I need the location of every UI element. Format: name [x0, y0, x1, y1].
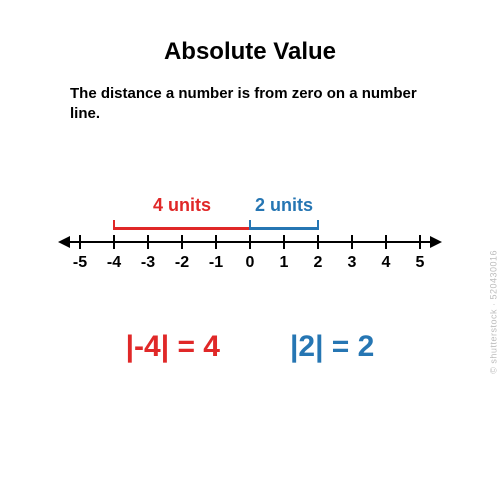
tick [385, 235, 387, 249]
tick-label: 3 [348, 254, 357, 272]
watermark: © shutterstock · 520430016 [489, 250, 499, 374]
tick [317, 235, 319, 249]
axis [60, 241, 440, 242]
unit-label-left: 4 units [153, 195, 211, 216]
bar-cap [317, 220, 319, 230]
tick-label: -4 [107, 254, 121, 272]
number-line: 4 units 2 units -5 -4 -3 -2 -1 0 1 2 3 4 5 [60, 195, 440, 274]
tick-label: 2 [314, 254, 323, 272]
arrow-right-icon [430, 236, 442, 248]
tick-label: 0 [246, 254, 255, 272]
tick-label: 1 [280, 254, 289, 272]
tick [249, 235, 251, 249]
distance-bar [114, 227, 250, 230]
tick [283, 235, 285, 249]
tick-label: -1 [209, 254, 223, 272]
definition-text: The distance a number is from zero on a … [70, 84, 430, 125]
distance-bar [250, 227, 318, 230]
tick-label: -3 [141, 254, 155, 272]
tick [419, 235, 421, 249]
unit-label-right: 2 units [255, 195, 313, 216]
tick-label: -5 [73, 254, 87, 272]
tick-label: -2 [175, 254, 189, 272]
tick-label: 5 [416, 254, 425, 272]
tick [181, 235, 183, 249]
tick [113, 235, 115, 249]
distance-bars [60, 223, 440, 235]
equations: |-4| = 4 |2| = 2 [0, 330, 500, 364]
equation-right: |2| = 2 [290, 330, 374, 364]
tick [215, 235, 217, 249]
tick-label: 4 [382, 254, 391, 272]
tick [351, 235, 353, 249]
bar-cap [113, 220, 115, 230]
equation-left: |-4| = 4 [126, 330, 220, 364]
bar-cap [249, 220, 251, 230]
tick [79, 235, 81, 249]
page-title: Absolute Value [0, 0, 500, 66]
tick [147, 235, 149, 249]
tick-labels: -5 -4 -3 -2 -1 0 1 2 3 4 5 [60, 254, 440, 274]
